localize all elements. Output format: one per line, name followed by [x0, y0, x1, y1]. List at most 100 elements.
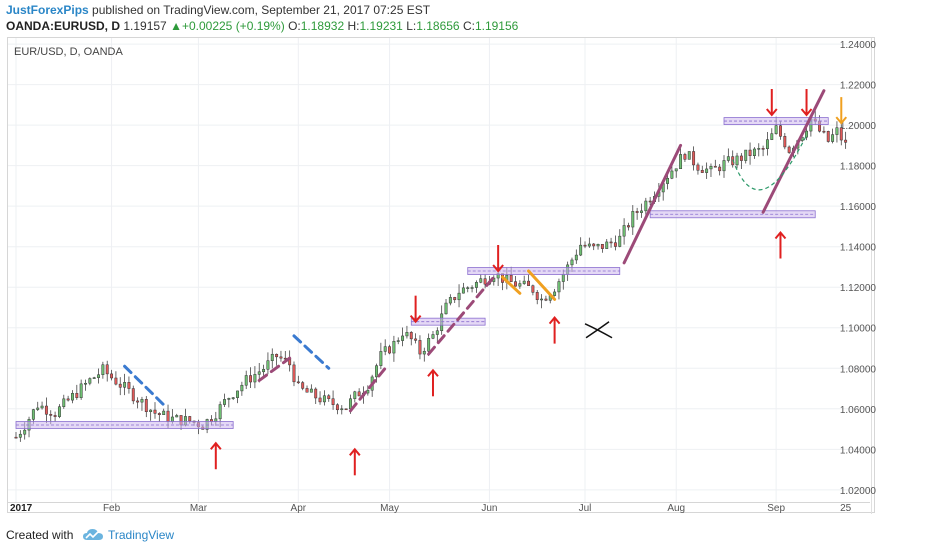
publish-line: JustForexPips published on TradingView.c…	[6, 3, 430, 17]
created-with-text: Created with	[6, 528, 74, 542]
footer: Created with TradingView	[0, 518, 932, 550]
low-label: L:	[406, 19, 417, 33]
y-tick-label: 1.16000	[840, 202, 876, 213]
candle-body	[131, 388, 135, 402]
trendline	[292, 334, 331, 370]
candle-body	[474, 282, 478, 288]
high-value: 1.19231	[359, 19, 403, 33]
chart-header: JustForexPips published on TradingView.c…	[0, 0, 932, 36]
triangle-up-icon: ▲	[170, 19, 182, 33]
close-label: C:	[462, 19, 475, 33]
candle-body	[231, 397, 235, 399]
candle-body	[774, 125, 778, 134]
candle-body	[162, 410, 166, 415]
candle-body	[40, 405, 44, 409]
candle-body	[105, 364, 109, 375]
x-tick-label: Apr	[291, 503, 307, 514]
candle-body	[140, 399, 144, 403]
candle-body	[166, 410, 170, 422]
x-tick-label: May	[380, 503, 399, 514]
candle-body	[787, 146, 791, 153]
candle-body	[136, 400, 140, 403]
arrow-head	[835, 116, 848, 125]
candle-body	[23, 429, 27, 435]
y-tick-label: 1.18000	[840, 162, 876, 173]
low-value: 1.18656	[416, 19, 460, 33]
candle-body	[218, 404, 222, 420]
candle-body	[409, 332, 413, 340]
trendline	[761, 89, 826, 214]
y-tick-label: 1.04000	[840, 445, 876, 456]
candle-body	[613, 242, 617, 247]
candle-body	[62, 398, 66, 407]
price-chart[interactable]: 1.24000 1.22000 1.20000 1.18000 1.16000 1.140…	[8, 38, 876, 514]
candle-body	[97, 374, 100, 378]
y-tick-label: 1.02000	[840, 486, 876, 497]
candle-body	[531, 285, 535, 293]
candle-body	[157, 413, 161, 415]
arrow-head	[800, 108, 813, 117]
candle-body	[444, 302, 448, 315]
candle-body	[123, 382, 127, 388]
candle-body	[340, 408, 344, 411]
candle-body	[822, 130, 826, 133]
candle-body	[570, 259, 574, 266]
x-tick-label: Sep	[767, 503, 785, 514]
candle-body	[110, 373, 114, 379]
candle-body	[305, 388, 309, 393]
candle-body	[748, 149, 752, 156]
candle-body	[770, 133, 774, 140]
candle-body	[722, 160, 726, 172]
candle-body	[479, 278, 483, 283]
y-tick-label: 1.22000	[840, 81, 876, 92]
candle-body	[605, 241, 609, 249]
candle-body	[761, 148, 765, 150]
candle-body	[275, 353, 279, 358]
candle-body	[826, 131, 830, 142]
candle-body	[66, 398, 70, 401]
open-label: O:	[288, 19, 301, 33]
candle-body	[544, 298, 548, 301]
candle-body	[431, 334, 435, 339]
candle-body	[635, 211, 639, 213]
candle-body	[92, 377, 96, 379]
x-tick-label: 2017	[10, 503, 33, 514]
candle-body	[709, 166, 713, 170]
candle-body	[527, 280, 530, 286]
candle-body	[744, 149, 748, 161]
candle-body	[327, 395, 331, 399]
x-tick-label: Aug	[667, 503, 685, 514]
candle-body	[322, 395, 326, 403]
y-tick-label: 1.24000	[840, 40, 876, 51]
candle-body	[514, 281, 517, 287]
candle-body	[379, 351, 383, 366]
candle-body	[461, 287, 465, 294]
candle-body	[831, 134, 835, 142]
candle-body	[279, 356, 283, 359]
candle-body	[705, 168, 709, 173]
candle-body	[49, 414, 53, 416]
candle-body	[696, 164, 700, 171]
candle-body	[114, 377, 118, 385]
trendline	[123, 364, 166, 407]
candle-body	[592, 243, 596, 247]
tradingview-brand[interactable]: TradingView	[108, 528, 175, 542]
candle-body	[835, 127, 839, 135]
author-name[interactable]: JustForexPips	[6, 3, 89, 17]
x-tick-label: Feb	[103, 503, 121, 514]
arrow-head	[210, 441, 222, 450]
candle-body	[292, 364, 296, 383]
candle-body	[679, 154, 683, 170]
candle-body	[296, 381, 300, 384]
candle-body	[153, 409, 157, 414]
candle-body	[244, 375, 248, 386]
candle-body	[457, 292, 461, 301]
price-change: +0.00225 (+0.19%)	[181, 19, 285, 33]
candle-body	[314, 388, 318, 399]
candle-body	[14, 436, 18, 439]
candle-body	[687, 151, 691, 160]
chart-area[interactable]: 1.24000 1.22000 1.20000 1.18000 1.16000 1.140…	[7, 37, 876, 514]
arrow-head	[548, 316, 561, 325]
candle-body	[752, 148, 756, 156]
candle-body	[596, 243, 600, 247]
